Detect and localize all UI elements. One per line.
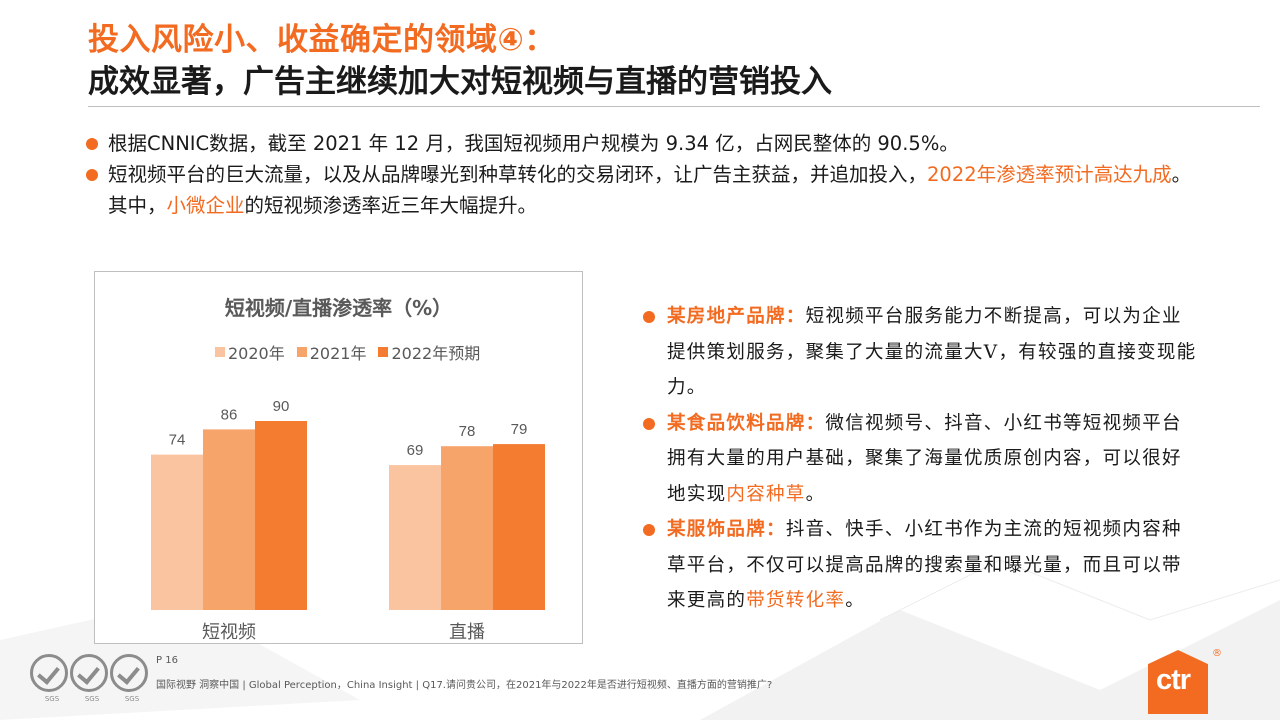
case-text: 微信视频号、抖音、小红书等短视频平台拥有大量的用户基础，聚集了海量优质原创内容，… bbox=[667, 412, 1182, 505]
bullet-item: 短视频平台的巨大流量，以及从品牌曝光到种草转化的交易闭环，让广告主获益，并追加投… bbox=[86, 159, 1206, 221]
bullet-highlight: 小微企业 bbox=[166, 194, 245, 217]
legend-label: 2022年预期 bbox=[391, 344, 481, 363]
badge-label: SGS bbox=[124, 695, 140, 703]
brand-cases: 某房地产品牌：短视频平台服务能力不断提高，可以为企业提供策划服务，聚集了大量的流… bbox=[640, 299, 1200, 619]
bar-直播-2022年预期 bbox=[493, 444, 545, 610]
case-item: 某服饰品牌：抖音、快手、小红书作为主流的短视频内容种草平台，不仅可以提高品牌的搜… bbox=[640, 512, 1200, 619]
title-divider bbox=[88, 106, 1260, 107]
title-line-1: 投入风险小、收益确定的领域④： bbox=[88, 22, 556, 58]
sgs-badge-icon: SGS bbox=[30, 654, 68, 703]
legend-swatch-2022 bbox=[378, 347, 389, 357]
case-highlight: 带货转化率 bbox=[746, 590, 846, 611]
bar-短视频-2021年 bbox=[203, 429, 255, 610]
badge-label: SGS bbox=[44, 695, 60, 703]
bullet-dot-icon bbox=[643, 417, 655, 430]
bullet-dot-icon bbox=[86, 169, 98, 181]
certification-badges: SGS SGS SGS bbox=[30, 654, 148, 703]
bullet-dot-icon bbox=[86, 138, 98, 150]
bar-短视频-2022年预期 bbox=[255, 421, 307, 610]
data-label: 69 bbox=[407, 442, 424, 459]
bullet-text: 根据CNNIC数据，截至 2021 年 12 月，我国短视频用户规模为 9.34… bbox=[108, 132, 959, 155]
page-number: P 16 bbox=[156, 655, 178, 666]
category-label: 短视频 bbox=[202, 622, 256, 643]
bullet-text: 短视频平台的巨大流量，以及从品牌曝光到种草转化的交易闭环，让广告主获益，并追加投… bbox=[108, 163, 928, 186]
case-item: 某食品饮料品牌：微信视频号、抖音、小红书等短视频平台拥有大量的用户基础，聚集了海… bbox=[640, 406, 1200, 513]
chart-legend: 2020年 2021年 2022年预期 bbox=[215, 340, 480, 364]
ctr-logo bbox=[1148, 650, 1208, 714]
case-highlight: 内容种草 bbox=[726, 483, 806, 505]
bullet-text: 的短视频渗透率近三年大幅提升。 bbox=[244, 194, 538, 217]
data-label: 86 bbox=[221, 406, 238, 423]
bar-短视频-2020年 bbox=[151, 454, 203, 610]
bullet-highlight: 2022年渗透率预计高达九成 bbox=[927, 163, 1172, 186]
legend-swatch-2020 bbox=[215, 347, 225, 357]
case-item: 某房地产品牌：短视频平台服务能力不断提高，可以为企业提供策划服务，聚集了大量的流… bbox=[640, 299, 1200, 406]
data-label: 74 bbox=[169, 432, 186, 449]
legend-label: 2020年 bbox=[228, 344, 285, 363]
legend-item-2022: 2022年预期 bbox=[378, 340, 480, 364]
sgs-badge-icon: SGS bbox=[70, 654, 108, 703]
badge-label: SGS bbox=[84, 695, 100, 703]
data-label: 78 bbox=[459, 423, 476, 440]
title-line-2: 成效显著，广告主继续加大对短视频与直播的营销投入 bbox=[88, 64, 832, 100]
chart-plot: 74 86 90 短视频 69 78 79 直播 bbox=[151, 398, 545, 643]
legend-swatch-2021 bbox=[296, 347, 307, 357]
chart-title: 短视频/直播渗透率（%） bbox=[224, 296, 453, 320]
bullet-dot-icon bbox=[643, 311, 655, 323]
case-tail: 。 bbox=[805, 483, 826, 505]
case-text: 抖音、快手、小红书作为主流的短视频内容种草平台，不仅可以提高品牌的搜索量和曝光量… bbox=[667, 519, 1182, 611]
case-label: 某房地产品牌： bbox=[667, 306, 806, 327]
case-label: 某食品饮料品牌： bbox=[667, 412, 826, 434]
ctr-logo-text: ctr bbox=[1156, 664, 1191, 696]
case-text: 短视频平台服务能力不断提高，可以为企业提供策划服务，聚集了大量的流量大V，有较强… bbox=[667, 306, 1197, 398]
bullet-item: 根据CNNIC数据，截至 2021 年 12 月，我国短视频用户规模为 9.34… bbox=[86, 128, 1206, 159]
legend-item-2021: 2021年 bbox=[296, 340, 367, 364]
legend-label: 2021年 bbox=[309, 344, 367, 363]
data-label: 79 bbox=[511, 421, 528, 438]
case-label: 某服饰品牌： bbox=[667, 519, 786, 540]
footer-note: 国际视野 洞察中国 | Global Perception，China Insi… bbox=[156, 680, 773, 691]
bullet-text: 。其中， bbox=[108, 163, 1192, 217]
category-label: 直播 bbox=[449, 622, 485, 643]
registered-mark: ® bbox=[1212, 648, 1222, 659]
bullet-dot-icon bbox=[643, 524, 655, 536]
case-tail: 。 bbox=[845, 590, 866, 611]
bar-直播-2021年 bbox=[441, 446, 493, 610]
sgs-badge-icon: SGS bbox=[110, 654, 148, 703]
penetration-chart: 短视频/直播渗透率（%） 2020年 2021年 2022年预期 74 86 90 短… bbox=[94, 271, 583, 644]
bar-直播-2020年 bbox=[389, 465, 441, 610]
data-label: 90 bbox=[273, 398, 290, 415]
summary-bullets: 根据CNNIC数据，截至 2021 年 12 月，我国短视频用户规模为 9.34… bbox=[86, 128, 1206, 221]
legend-item-2020: 2020年 bbox=[215, 340, 285, 364]
